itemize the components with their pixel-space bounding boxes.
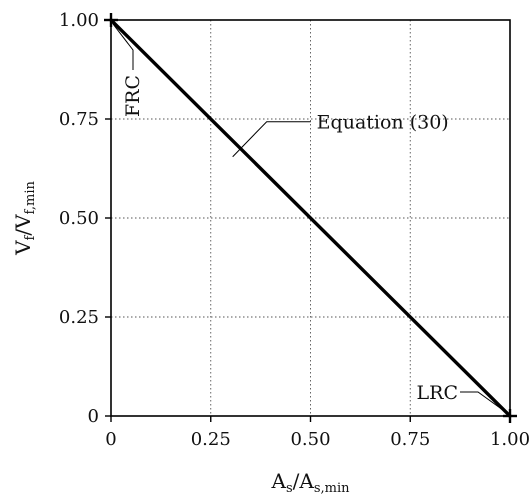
equation-label: Equation (30) — [317, 112, 449, 134]
annotations: FRC Equation (30) LRC — [112, 23, 508, 414]
grid — [111, 20, 510, 416]
y-tick-label: 1.00 — [59, 10, 99, 31]
lrc-label: LRC — [417, 382, 458, 404]
x-tick-label: 0.25 — [191, 429, 231, 450]
plot-frame — [110, 19, 511, 417]
tick-labels: 0 0.25 0.50 0.75 1.00 0 0.25 0.50 0.75 1.00 — [59, 10, 529, 450]
y-tick-label: 0.75 — [59, 109, 99, 130]
x-axis-label: As/As,min — [271, 469, 351, 496]
y-label-sub1: f — [23, 234, 38, 240]
tick-marks — [105, 19, 511, 422]
y-tick-label: 0 — [88, 406, 99, 427]
y-label-mid: /V — [11, 214, 35, 236]
x-tick-label: 1.00 — [490, 429, 529, 450]
y-tick-label: 0.25 — [59, 307, 99, 328]
equation-leader-line — [232, 121, 311, 158]
x-label-sub2: s,min — [314, 481, 350, 496]
x-label-main: A — [271, 469, 287, 493]
y-label-main: V — [11, 240, 35, 256]
series — [109, 18, 512, 418]
lrc-leader-line — [460, 391, 508, 414]
frc-leader-line — [112, 23, 134, 70]
x-tick-label: 0.50 — [290, 429, 330, 450]
y-label-sub2: f,min — [23, 180, 38, 214]
x-tick-label: 0.75 — [390, 429, 430, 450]
x-label-mid: /A — [293, 469, 315, 493]
y-tick-label: 0.50 — [59, 208, 99, 229]
frc-label: FRC — [122, 75, 144, 117]
x-tick-label: 0 — [105, 429, 116, 450]
x-label-sub1: s — [286, 481, 293, 496]
series-line — [109, 18, 512, 418]
y-axis-label: Vf/Vf,min — [11, 180, 38, 255]
